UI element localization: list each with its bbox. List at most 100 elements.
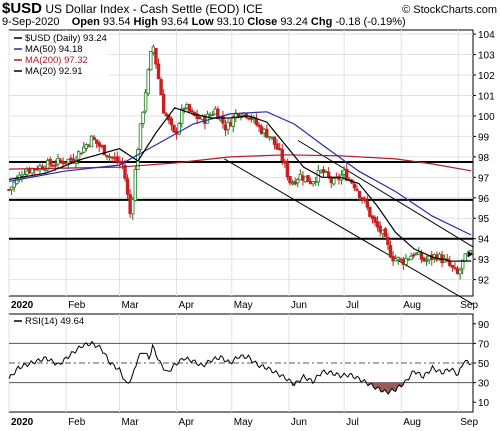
candle-body	[141, 111, 145, 124]
candle-body	[156, 63, 161, 80]
candle-body	[12, 181, 16, 188]
price-tick-label: 99	[478, 132, 490, 143]
candle-body	[164, 113, 168, 117]
candle-body	[131, 199, 135, 215]
candle-body	[277, 148, 282, 150]
candle-body	[450, 265, 455, 268]
candle-body	[177, 123, 181, 135]
candle-body	[409, 255, 413, 261]
price-panel: 92 93 94 95 96 97 98 99 100 101 102 103 104 2020 Feb Ma…	[7, 29, 495, 311]
legend-label: $USD (Daily) 93.24	[25, 33, 107, 44]
rsi-panel: 10 30 50 70 90 2020 Feb Mar Apr May Jun Jul Aug Sep RS…	[8, 313, 490, 428]
candle-body	[424, 259, 429, 262]
candle-body	[412, 254, 416, 257]
ma20-line	[8, 107, 472, 262]
candle-body	[154, 47, 158, 65]
rsi-tick-label: 30	[478, 379, 490, 390]
quote-date: 9-Sep-2020	[2, 16, 60, 28]
candle-body	[182, 107, 186, 110]
candle-body	[422, 257, 426, 262]
candle-body	[123, 165, 127, 179]
price-tick-label: 98	[478, 153, 490, 164]
candle-body	[48, 159, 52, 166]
rsi-x-tick-label: Sep	[460, 417, 478, 428]
candle-body	[210, 114, 215, 116]
ma200-line	[8, 154, 472, 172]
rsi-tick-label: 50	[478, 359, 490, 370]
candle-body	[357, 191, 362, 199]
candle-body	[89, 135, 94, 148]
candle-body	[388, 245, 393, 258]
candle-body	[265, 128, 269, 138]
candle-body	[115, 156, 119, 163]
candle-body	[58, 159, 63, 162]
candle-body	[368, 206, 372, 217]
candle-body	[257, 124, 261, 128]
rsi-x-tick-label: Jun	[291, 417, 307, 428]
candle-body	[419, 253, 424, 260]
price-tick-label: 97	[478, 173, 490, 184]
rsi-x-tick-label: Apr	[179, 417, 195, 428]
candle-body	[159, 79, 163, 96]
candle-body	[133, 169, 138, 201]
high-label: High	[133, 16, 158, 28]
exchange: ICE	[242, 2, 263, 16]
candle-body	[216, 108, 220, 120]
price-x-tick-label: Aug	[403, 300, 421, 311]
candle-body	[296, 179, 300, 184]
rsi-x-tick-label: Feb	[68, 417, 86, 428]
candle-body	[143, 92, 148, 112]
candle-body	[94, 139, 99, 144]
candle-body	[205, 113, 210, 124]
rsi-x-tick-label: 2020	[11, 417, 34, 428]
chart-title-line: $USD US Dollar Index - Cash Settle (EOD)…	[2, 0, 263, 17]
candle-body	[288, 176, 292, 184]
legend-label: MA(200) 97.32	[25, 55, 88, 66]
candle-body	[195, 113, 199, 119]
ma50-line	[8, 111, 472, 236]
candle-body	[97, 142, 101, 147]
candle-body	[378, 225, 382, 233]
price-tick-label: 93	[478, 255, 490, 266]
price-tick-label: 94	[478, 235, 490, 246]
candle-body	[79, 152, 83, 155]
rsi-line	[8, 340, 472, 395]
price-tick-label: 100	[478, 112, 495, 123]
candle-body	[221, 116, 225, 124]
open-value: 93.54	[102, 16, 131, 28]
symbol: $USD	[2, 0, 43, 17]
candle-body	[66, 158, 70, 164]
chg-value: -0.18 (-0.19%)	[335, 16, 406, 28]
stockcharts-watermark: © StockCharts.com	[402, 4, 497, 16]
candle-body	[180, 108, 184, 124]
candle-body	[146, 69, 150, 95]
open-label: Open	[71, 16, 100, 28]
candle-body	[84, 144, 89, 149]
candle-body	[326, 171, 331, 178]
low-value: 93.10	[216, 16, 245, 28]
candle-body	[285, 161, 290, 178]
candle-body	[363, 198, 367, 201]
candle-body	[82, 146, 86, 153]
rsi-x-tick-label: Mar	[121, 417, 139, 428]
candle-body	[365, 200, 370, 208]
candle-body	[187, 104, 192, 112]
rsi-x-tick-label: May	[234, 417, 253, 428]
candle-body	[355, 188, 359, 191]
close-label: Close	[247, 16, 278, 28]
candle-body	[344, 168, 349, 181]
trend-channel-line	[297, 140, 474, 248]
price-tick-label: 104	[478, 30, 495, 41]
price-x-tick-label: Mar	[121, 300, 139, 311]
candle-body	[460, 259, 465, 270]
rsi-tick-label: 90	[478, 320, 490, 331]
price-tick-label: 101	[478, 91, 495, 102]
price-x-tick-label: Apr	[179, 300, 195, 311]
candle-body	[275, 143, 279, 150]
trend-channel-line	[224, 158, 474, 305]
candle-body	[138, 123, 143, 150]
candle-body	[375, 221, 380, 228]
candle-body	[102, 144, 107, 156]
candle-body	[149, 51, 153, 71]
candle-body	[236, 113, 241, 117]
